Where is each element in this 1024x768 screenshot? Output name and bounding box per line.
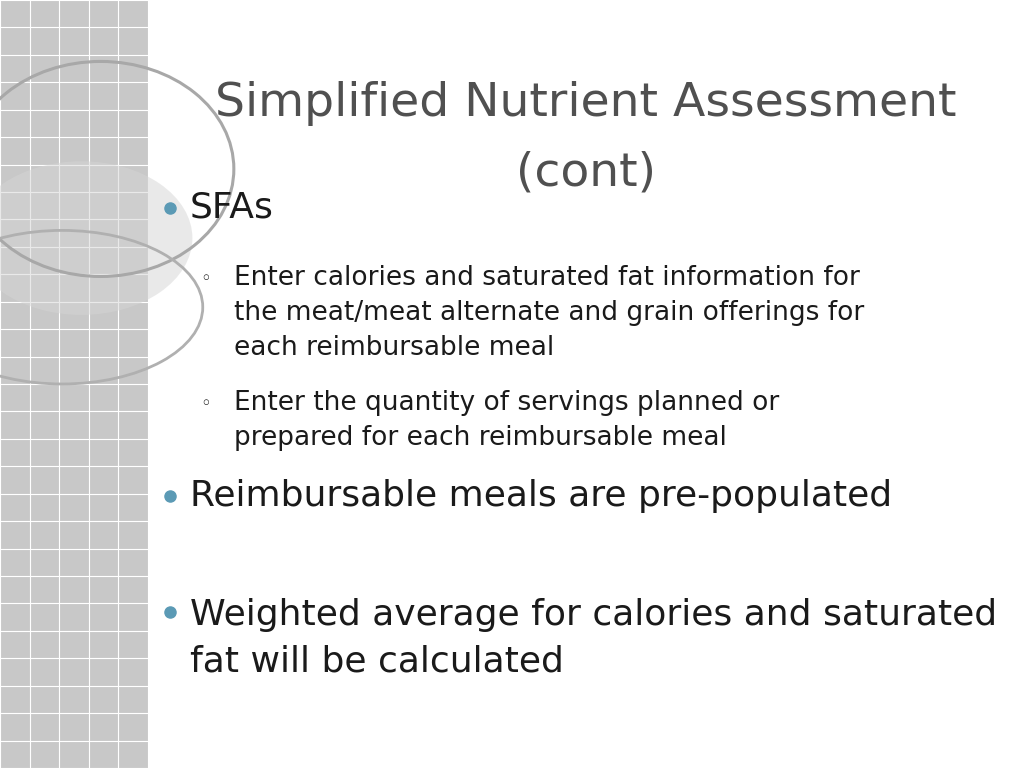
Text: Enter the quantity of servings planned or
prepared for each reimbursable meal: Enter the quantity of servings planned o… [234, 390, 779, 451]
Text: ◦: ◦ [201, 270, 211, 288]
Text: (cont): (cont) [516, 151, 656, 195]
Text: Enter calories and saturated fat information for
the meat/meat alternate and gra: Enter calories and saturated fat informa… [234, 265, 864, 361]
Text: Weighted average for calories and saturated
fat will be calculated: Weighted average for calories and satura… [190, 598, 997, 678]
Text: SFAs: SFAs [190, 191, 273, 225]
FancyBboxPatch shape [0, 0, 148, 768]
Ellipse shape [0, 161, 193, 315]
Text: Simplified Nutrient Assessment: Simplified Nutrient Assessment [215, 81, 956, 126]
Text: Reimbursable meals are pre-populated: Reimbursable meals are pre-populated [190, 479, 892, 513]
Text: ◦: ◦ [201, 395, 211, 413]
